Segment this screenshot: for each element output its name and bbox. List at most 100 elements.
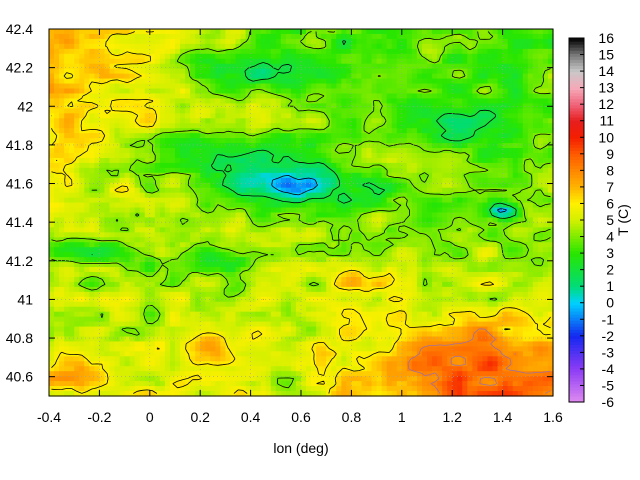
heatmap-cell	[386, 197, 393, 204]
heatmap-cell	[442, 192, 448, 199]
heatmap-cell	[306, 98, 312, 104]
heatmap-cell	[391, 232, 398, 238]
heatmap-cell	[331, 143, 337, 149]
heatmap-cell	[366, 58, 373, 65]
heatmap-cell	[139, 113, 146, 119]
heatmap-cell	[401, 93, 408, 100]
heatmap-cell	[275, 227, 282, 233]
heatmap-cell	[301, 172, 307, 179]
heatmap-cell	[169, 133, 176, 139]
heatmap-cell	[109, 267, 116, 273]
heatmap-cell	[59, 237, 65, 243]
heatmap-cell	[185, 212, 191, 219]
heatmap-cell	[386, 43, 393, 50]
heatmap-cell	[240, 123, 247, 129]
heatmap-cell	[290, 222, 297, 228]
heatmap-cell	[487, 113, 494, 119]
heatmap-cell	[134, 252, 141, 258]
heatmap-cell	[255, 118, 262, 124]
heatmap-cell	[376, 63, 383, 70]
heatmap-cell	[295, 128, 302, 134]
heatmap-cell	[265, 217, 272, 224]
heatmap-cell	[527, 227, 534, 233]
heatmap-cell	[99, 88, 106, 95]
heatmap-cell	[547, 43, 554, 50]
heatmap-cell	[421, 272, 428, 278]
heatmap-cell	[437, 262, 443, 268]
heatmap-cell	[215, 73, 221, 80]
heatmap-cell	[270, 93, 277, 100]
heatmap-cell	[230, 73, 237, 80]
heatmap-cell	[134, 217, 141, 224]
heatmap-cell	[280, 272, 287, 278]
heatmap-cell	[457, 177, 463, 184]
heatmap-cell	[159, 162, 166, 169]
heatmap-cell	[336, 103, 342, 109]
heatmap-cell	[124, 162, 131, 169]
heatmap-cell	[149, 247, 156, 253]
heatmap-cell	[49, 182, 55, 189]
heatmap-cell	[442, 212, 448, 219]
heatmap-cell	[326, 202, 332, 209]
heatmap-cell	[527, 232, 534, 238]
heatmap-cell	[421, 267, 428, 273]
heatmap-cell	[225, 38, 232, 45]
heatmap-cell	[391, 53, 398, 60]
heatmap-cell	[205, 83, 211, 90]
heatmap-cell	[195, 212, 201, 219]
heatmap-cell	[220, 133, 226, 139]
heatmap-cell	[316, 148, 322, 154]
heatmap-cell	[306, 262, 312, 268]
heatmap-cell	[185, 237, 191, 243]
heatmap-cell	[235, 68, 242, 75]
heatmap-cell	[109, 83, 116, 90]
heatmap-cell	[396, 78, 403, 85]
heatmap-cell	[457, 123, 463, 129]
heatmap-cell	[316, 217, 322, 224]
heatmap-cell	[492, 128, 499, 134]
heatmap-cell	[225, 247, 232, 253]
heatmap-cell	[361, 143, 368, 149]
heatmap-cell	[512, 197, 519, 204]
heatmap-cell	[119, 202, 126, 209]
heatmap-cell	[74, 247, 80, 253]
heatmap-cell	[180, 167, 186, 174]
heatmap-cell	[200, 103, 206, 109]
heatmap-cell	[341, 242, 347, 248]
heatmap-cell	[275, 53, 282, 60]
heatmap-cell	[502, 247, 509, 253]
heatmap-cell	[452, 272, 458, 278]
heatmap-cell	[502, 88, 509, 95]
heatmap-cell	[295, 167, 302, 174]
heatmap-cell	[235, 128, 242, 134]
heatmap-cell	[280, 29, 287, 35]
heatmap-cell	[240, 68, 247, 75]
heatmap-cell	[285, 167, 292, 174]
heatmap-cell	[200, 197, 206, 204]
heatmap-cell	[467, 242, 473, 248]
heatmap-cell	[89, 38, 95, 45]
heatmap-cell	[64, 157, 70, 164]
heatmap-cell	[467, 172, 473, 179]
heatmap-cell	[462, 138, 468, 144]
heatmap-cell	[472, 83, 478, 90]
heatmap-cell	[351, 167, 358, 174]
heatmap-cell	[295, 222, 302, 228]
heatmap-cell	[391, 68, 398, 75]
heatmap-cell	[311, 192, 317, 199]
heatmap-cell	[54, 237, 60, 243]
heatmap-cell	[472, 257, 478, 263]
heatmap-cell	[210, 192, 216, 199]
heatmap-cell	[154, 43, 161, 50]
heatmap-cell	[59, 93, 65, 100]
heatmap-cell	[215, 202, 221, 209]
heatmap-cell	[215, 162, 221, 169]
heatmap-cell	[250, 187, 257, 194]
heatmap-cell	[134, 157, 141, 164]
heatmap-cell	[512, 103, 519, 109]
heatmap-cell	[477, 262, 484, 268]
heatmap-cell	[432, 152, 438, 159]
heatmap-cell	[371, 217, 378, 224]
heatmap-cell	[220, 118, 226, 124]
